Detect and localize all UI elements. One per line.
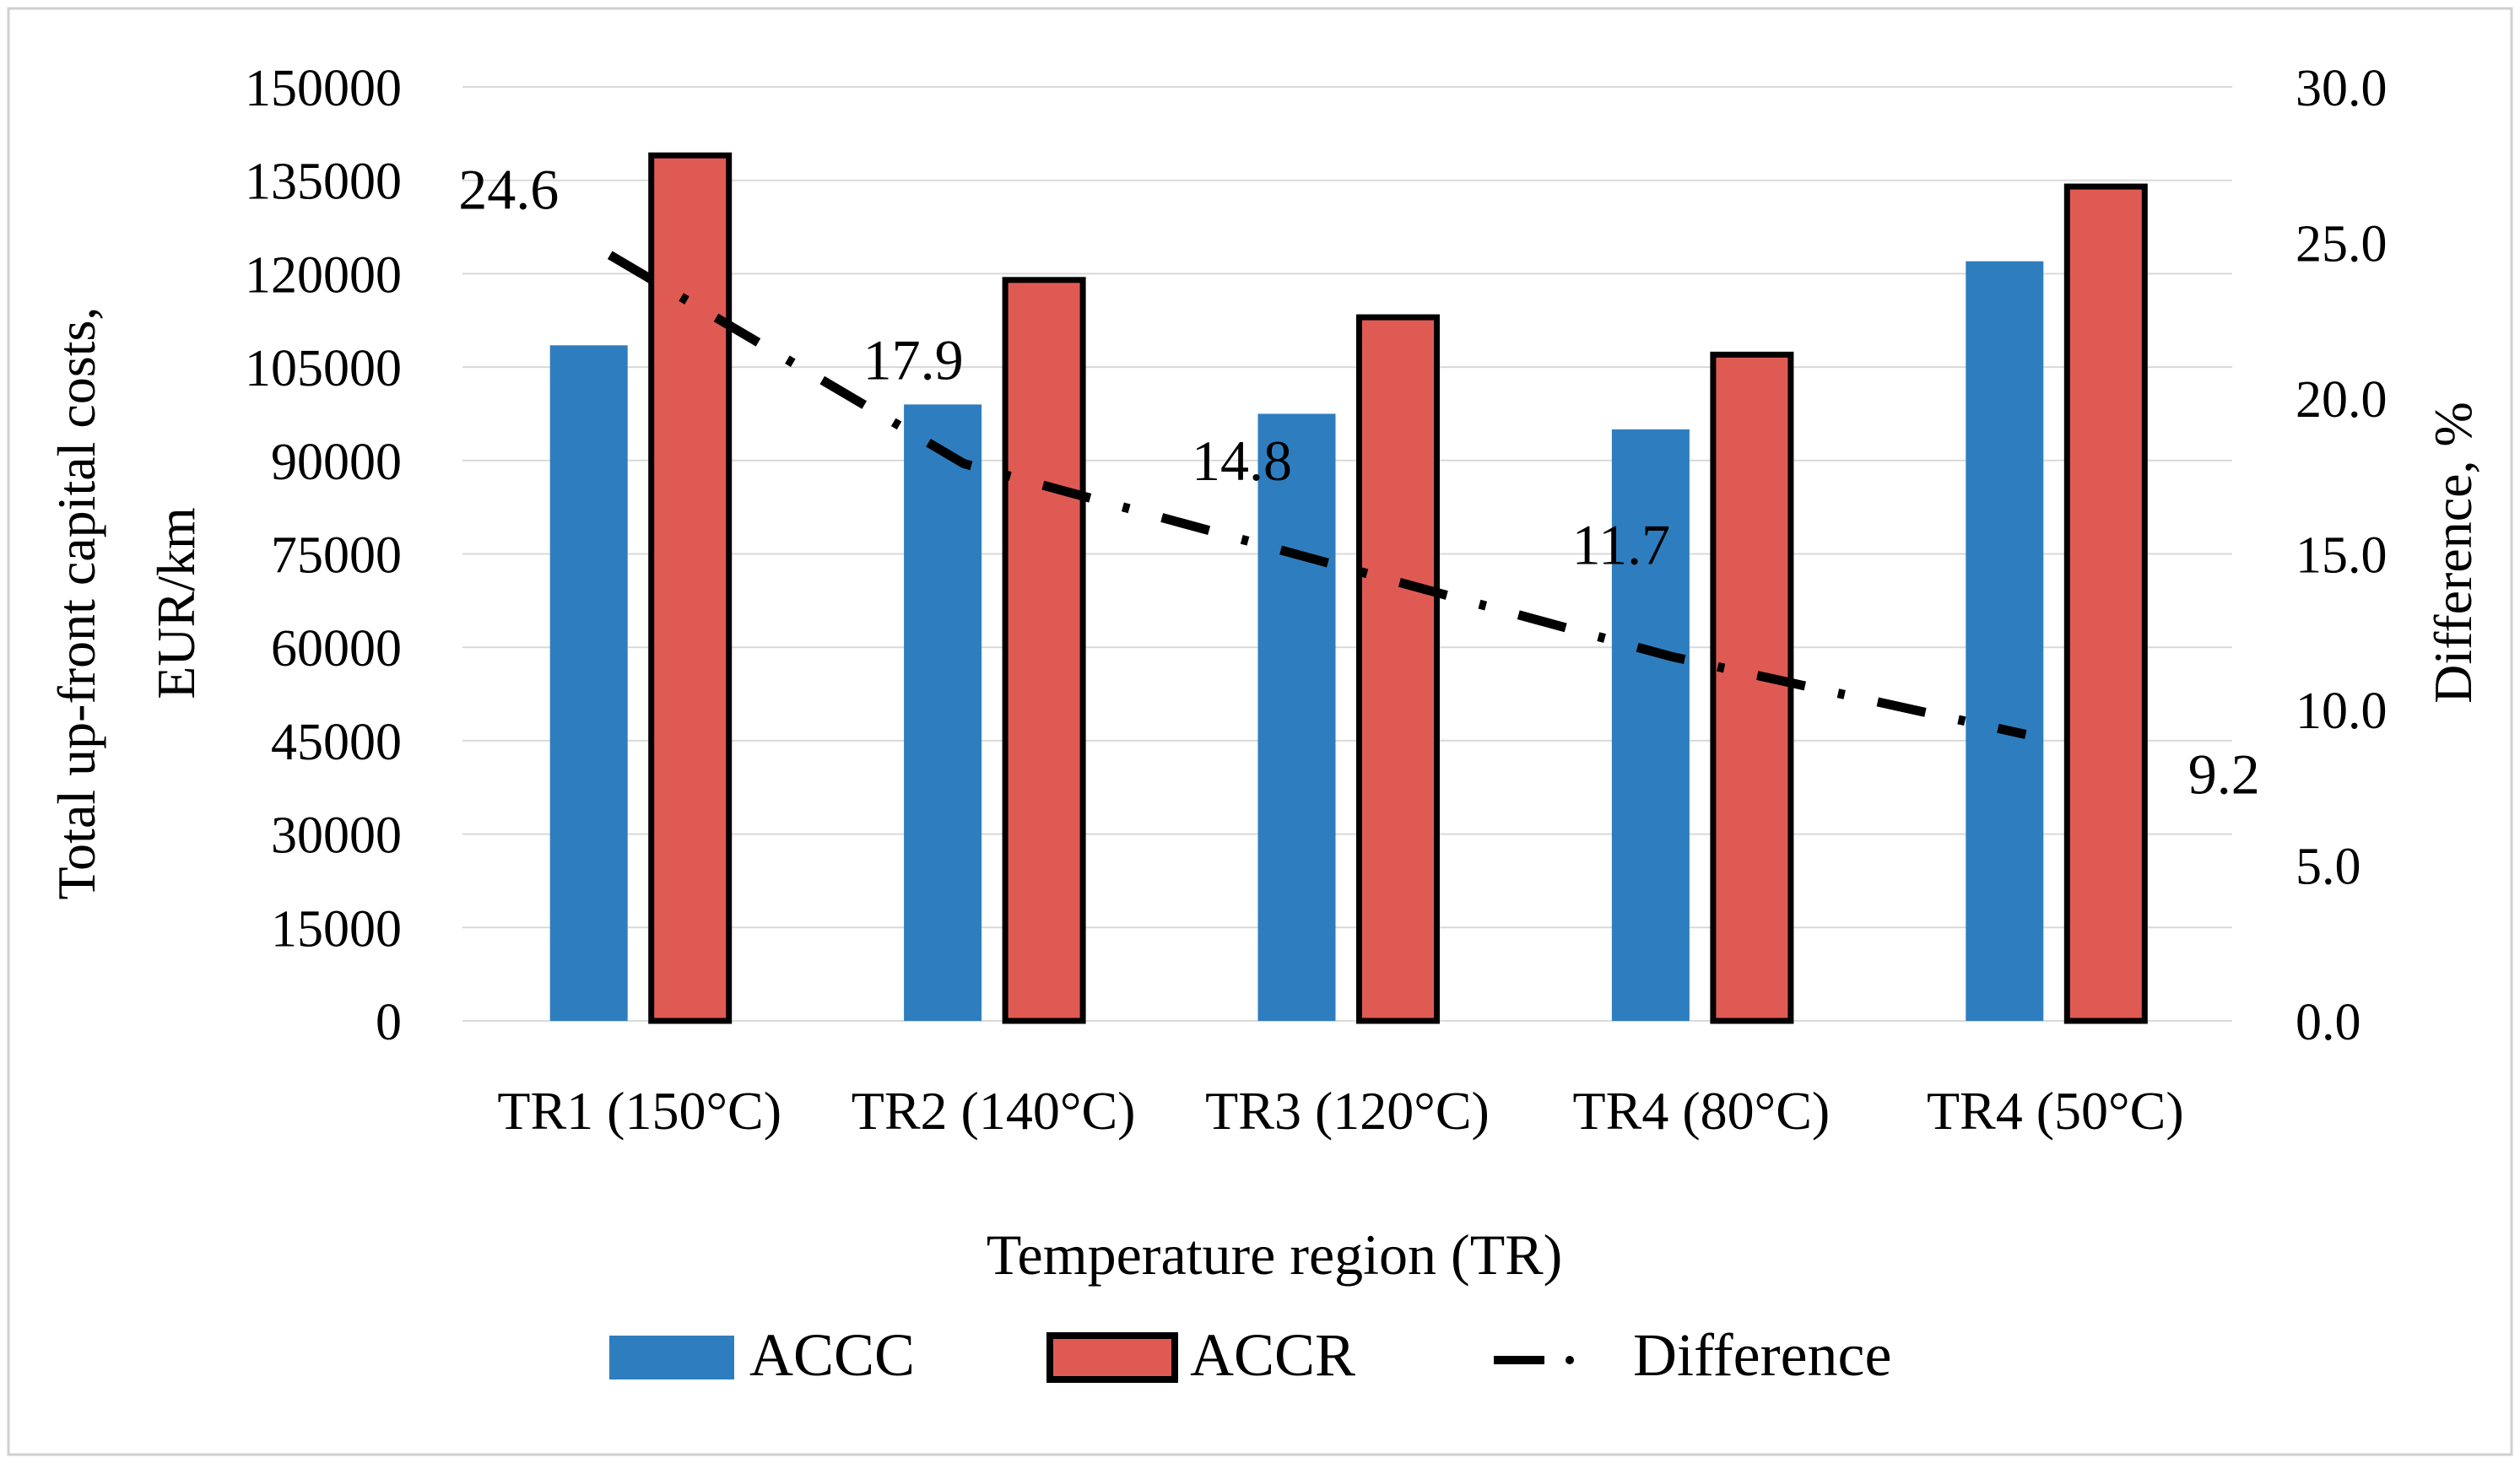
y-tick-label: 90000 [271, 434, 402, 491]
difference-data-label: 24.6 [458, 157, 559, 221]
y-axis-title-line1: Total up-front capital costs, [46, 307, 106, 900]
bar-accc [904, 404, 982, 1021]
legend-label-accc: ACCC [749, 1321, 915, 1389]
legend: ACCC ACCR Difference [609, 1321, 1891, 1389]
y2-tick-label: 10.0 [2296, 683, 2388, 740]
y2-axis-title: Difference, % [2423, 402, 2483, 704]
legend-label-difference: Difference [1633, 1321, 1891, 1389]
y2-tick-label: 5.0 [2296, 839, 2361, 896]
gridlines [462, 86, 2232, 1022]
y-tick-label: 105000 [245, 340, 402, 397]
y2-tick-label: 0.0 [2296, 994, 2361, 1051]
x-tick-label: TR4 (50°C) [1927, 1081, 2184, 1141]
bar-accc [549, 345, 628, 1021]
y-tick-label: 135000 [245, 154, 402, 211]
legend-label-accr: ACCR [1190, 1321, 1355, 1389]
bar-accc [1966, 261, 2044, 1021]
bar-accc [1257, 413, 1336, 1021]
x-axis-title: Temperature region (TR) [987, 1223, 1563, 1287]
difference-data-label: 17.9 [863, 327, 964, 391]
bar-accr [648, 152, 733, 1024]
x-tick-label: TR2 (140°C) [852, 1081, 1136, 1141]
difference-data-label: 11.7 [1572, 512, 1670, 576]
y-tick-label: 30000 [271, 807, 402, 865]
y-tick-label: 45000 [271, 714, 402, 771]
legend-swatch-accc [609, 1336, 734, 1379]
legend-swatch-accr [1046, 1332, 1178, 1383]
difference-data-label: 14.8 [1192, 429, 1292, 493]
y-tick-label: 15000 [271, 900, 402, 958]
bar-accr [1356, 314, 1440, 1024]
x-tick-label: TR4 (80°C) [1573, 1081, 1831, 1141]
y-tick-label: 60000 [271, 620, 402, 678]
bar-accc [1611, 429, 1690, 1021]
y2-tick-label: 20.0 [2296, 371, 2388, 429]
y2-tick-label: 15.0 [2296, 527, 2388, 585]
bars [549, 152, 2148, 1024]
bar-accr [2063, 183, 2148, 1024]
y2-tick-label: 25.0 [2296, 216, 2388, 273]
legend-swatch-difference-dot [1566, 1356, 1574, 1364]
y-axis-title-line2: EUR/km [146, 507, 206, 699]
data-labels: 24.6 17.9 14.8 11.7 9.2 [458, 157, 2260, 806]
y-tick-label: 75000 [271, 527, 402, 585]
y-tick-label: 0 [376, 994, 402, 1051]
axes: Temperature region (TR) Total up-front c… [46, 60, 2483, 1287]
difference-line [607, 251, 2027, 739]
bar-accr [1710, 351, 1794, 1024]
x-tick-label: TR3 (120°C) [1205, 1081, 1490, 1141]
x-tick-label: TR1 (150°C) [497, 1081, 781, 1141]
difference-data-label: 9.2 [2188, 742, 2260, 807]
y-tick-label: 150000 [245, 60, 402, 117]
y-tick-label: 120000 [245, 246, 402, 304]
difference-line-layer [607, 251, 2027, 739]
y2-tick-label: 30.0 [2296, 60, 2388, 117]
bar-accr [1002, 277, 1086, 1024]
